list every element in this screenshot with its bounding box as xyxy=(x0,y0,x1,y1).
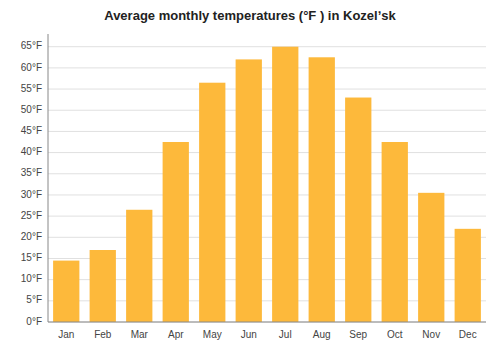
grid-line xyxy=(48,173,486,174)
grid-line xyxy=(48,322,486,323)
grid-line xyxy=(48,46,486,47)
y-tick-label: 55°F xyxy=(21,83,42,94)
grid xyxy=(48,47,486,322)
y-tick-label: 25°F xyxy=(21,210,42,221)
x-tick-label: Oct xyxy=(387,329,403,340)
x-tick-label: Jan xyxy=(58,329,74,340)
chart-root: 0°F 5°F 10°F 15°F 20°F 25°F 30°F 35°F 40°F 45°F 50… xyxy=(0,0,500,350)
bar xyxy=(53,261,79,322)
title: Average monthly temperatures (°F ) in Ko… xyxy=(104,8,396,23)
x-tick-label: Jun xyxy=(241,329,257,340)
y-tick-label: 20°F xyxy=(21,231,42,242)
y-tick-label: 40°F xyxy=(21,146,42,157)
bar xyxy=(163,142,189,322)
bars xyxy=(53,47,481,322)
grid-line xyxy=(48,131,486,132)
bar xyxy=(90,250,116,322)
y-tick-label: 50°F xyxy=(21,104,42,115)
y-axis-line xyxy=(48,34,49,322)
y-tick-label: 0°F xyxy=(26,316,42,327)
x-axis-line xyxy=(48,322,486,323)
x-tick-label: Feb xyxy=(94,329,112,340)
x-tick-label: May xyxy=(203,329,222,340)
x-ticks: Jan Feb Mar Apr May Jun Jul Aug Sep Oct Nov Dec xyxy=(58,329,476,340)
y-tick-label: 15°F xyxy=(21,252,42,263)
y-tick-label: 45°F xyxy=(21,125,42,136)
y-tick-label: 60°F xyxy=(21,62,42,73)
bar xyxy=(126,210,152,322)
x-tick-label: Nov xyxy=(422,329,440,340)
x-tick-label: Jul xyxy=(279,329,292,340)
bar xyxy=(382,142,408,322)
x-tick-label: Dec xyxy=(459,329,477,340)
chart: 0°F 5°F 10°F 15°F 20°F 25°F 30°F 35°F 40°F 45°F 50… xyxy=(0,0,500,350)
y-tick-label: 65°F xyxy=(21,40,42,51)
bar xyxy=(199,83,225,322)
grid-line xyxy=(48,152,486,153)
bar xyxy=(236,59,262,322)
bar xyxy=(345,98,371,322)
y-tick-label: 10°F xyxy=(21,273,42,284)
grid-line xyxy=(48,110,486,111)
x-tick-label: Aug xyxy=(313,329,331,340)
bar xyxy=(455,229,481,322)
y-tick-label: 30°F xyxy=(21,189,42,200)
y-ticks: 0°F 5°F 10°F 15°F 20°F 25°F 30°F 35°F 40°F 45°F 50… xyxy=(21,40,42,326)
grid-line xyxy=(48,89,486,90)
bar xyxy=(309,57,335,322)
x-tick-label: Mar xyxy=(131,329,149,340)
x-tick-label: Apr xyxy=(168,329,184,340)
grid-line xyxy=(48,67,486,68)
x-tick-label: Sep xyxy=(349,329,367,340)
bar xyxy=(272,47,298,322)
y-tick-label: 35°F xyxy=(21,167,42,178)
bar xyxy=(418,193,444,322)
y-tick-label: 5°F xyxy=(26,294,42,305)
